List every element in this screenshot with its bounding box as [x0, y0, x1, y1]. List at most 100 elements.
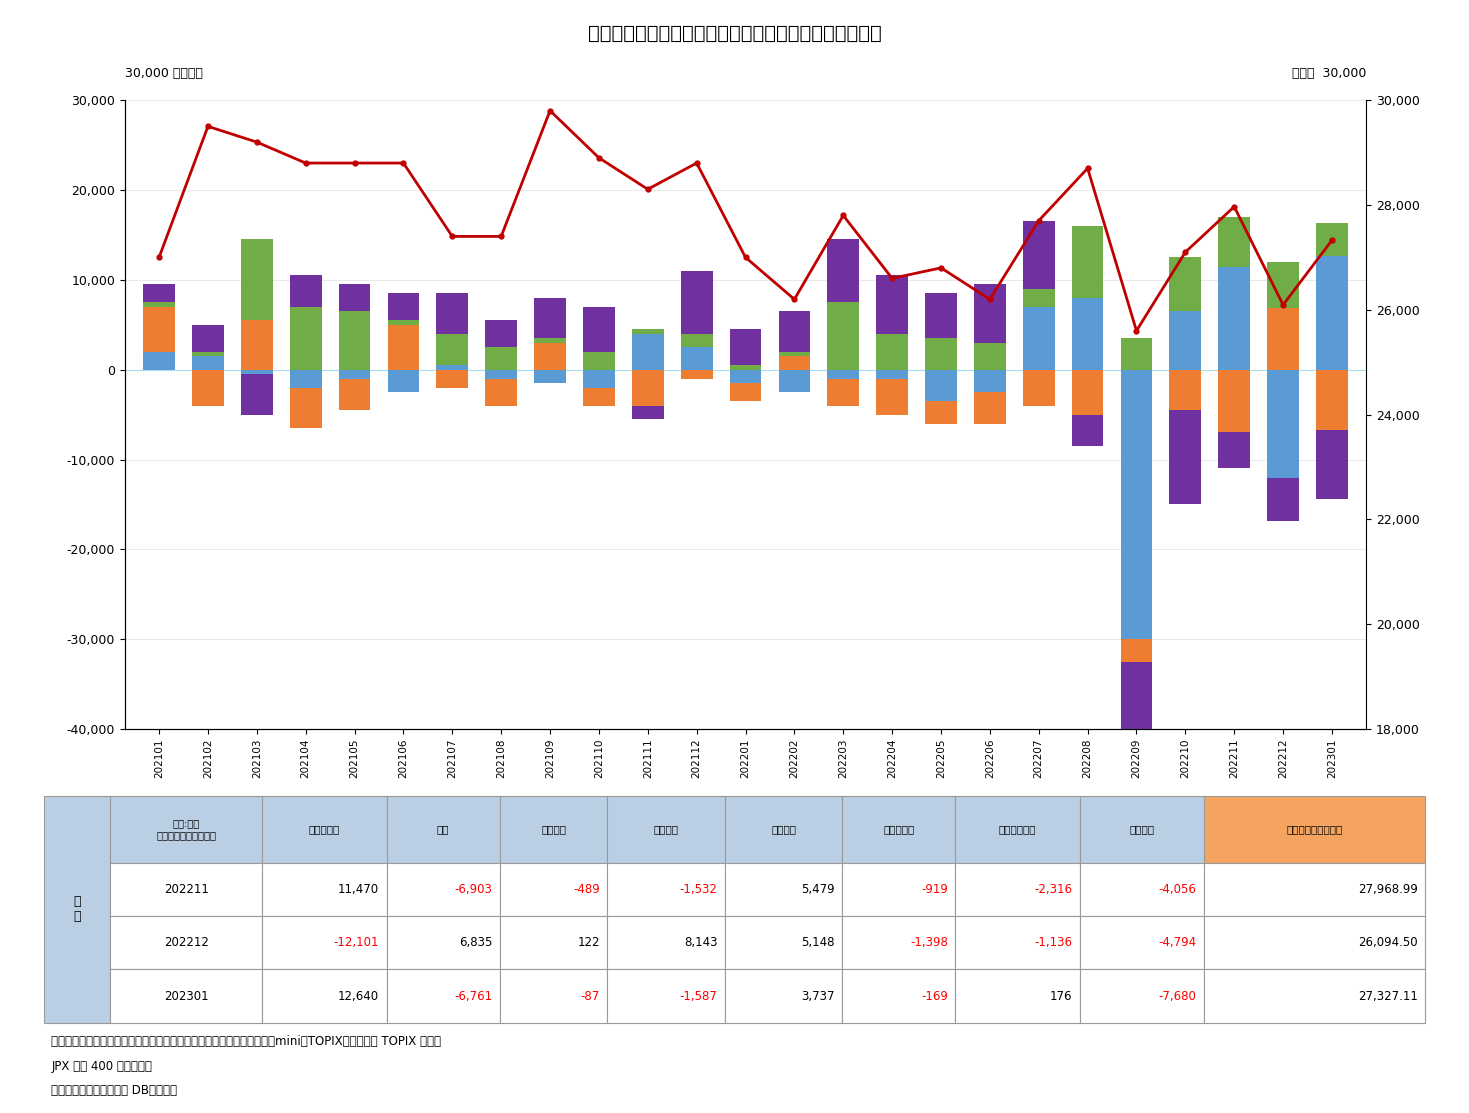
Text: 信託銀行: 信託銀行 — [1130, 825, 1155, 834]
Text: -2,316: -2,316 — [1034, 883, 1072, 896]
Bar — [632, 329, 664, 334]
Bar — [632, 334, 664, 370]
Bar — [339, 378, 370, 410]
Text: 27,327.11: 27,327.11 — [1357, 989, 1418, 1003]
Bar — [974, 392, 1006, 424]
Bar — [1121, 338, 1152, 370]
Text: （注）現物は東証・名証の二市場、先物は日経２２５先物、日経２２５mini、TOPIX先物、ミニ TOPIX 先物、: （注）現物は東証・名証の二市場、先物は日経２２５先物、日経２２５mini、TOP… — [51, 1035, 441, 1048]
Text: 証券会社: 証券会社 — [541, 825, 566, 834]
Bar — [730, 365, 761, 370]
Bar — [1072, 298, 1103, 370]
Text: 202211: 202211 — [165, 883, 209, 896]
Text: 8,143: 8,143 — [685, 936, 717, 949]
Text: 事業法人: 事業法人 — [771, 825, 796, 834]
Bar — [925, 401, 956, 424]
Bar — [142, 284, 175, 303]
Bar — [1316, 431, 1349, 500]
Text: （資料）ニッセイ基礎研 DBから作成: （資料）ニッセイ基礎研 DBから作成 — [51, 1084, 178, 1097]
Bar — [1022, 221, 1055, 289]
Text: 個人: 個人 — [436, 825, 450, 834]
Bar — [388, 370, 419, 392]
Bar — [974, 343, 1006, 370]
Bar — [925, 338, 956, 370]
Text: -7,680: -7,680 — [1159, 989, 1197, 1003]
Text: 投賄信託: 投賄信託 — [654, 825, 679, 834]
Bar — [1169, 257, 1202, 312]
Bar — [779, 352, 811, 356]
Text: 5,479: 5,479 — [801, 883, 834, 896]
Bar — [289, 275, 322, 307]
Bar — [680, 347, 712, 370]
Bar — [827, 239, 859, 303]
Text: 3,737: 3,737 — [802, 989, 834, 1003]
Text: 5,148: 5,148 — [802, 936, 834, 949]
Text: 202212: 202212 — [165, 936, 209, 949]
Bar — [339, 312, 370, 370]
Bar — [192, 370, 223, 405]
Bar — [142, 303, 175, 307]
Bar — [192, 356, 223, 370]
Bar — [142, 307, 175, 352]
Bar — [1268, 262, 1299, 308]
Bar — [876, 378, 908, 415]
Bar — [1022, 370, 1055, 405]
Bar — [925, 294, 956, 338]
Bar — [827, 303, 859, 370]
Bar — [535, 338, 566, 343]
Bar — [583, 352, 616, 370]
Bar — [388, 294, 419, 321]
Bar — [583, 387, 616, 405]
Bar — [1316, 256, 1349, 370]
Bar — [142, 352, 175, 370]
Bar — [1121, 661, 1152, 778]
Text: -12,101: -12,101 — [333, 936, 379, 949]
Text: -169: -169 — [921, 989, 948, 1003]
Bar — [1169, 410, 1202, 504]
Bar — [436, 370, 469, 387]
Bar — [1268, 308, 1299, 370]
Bar — [1218, 370, 1250, 432]
Bar — [974, 370, 1006, 392]
Bar — [1072, 370, 1103, 415]
Text: 生保・損保: 生保・損保 — [883, 825, 914, 834]
Bar — [779, 370, 811, 392]
Text: -4,794: -4,794 — [1159, 936, 1197, 949]
Bar — [192, 325, 223, 352]
Bar — [436, 365, 469, 370]
Bar — [339, 284, 370, 312]
Bar — [925, 370, 956, 401]
Bar — [779, 356, 811, 370]
Bar — [876, 334, 908, 370]
Text: 176: 176 — [1050, 989, 1072, 1003]
Bar — [1218, 217, 1250, 267]
Text: 月
次: 月 次 — [73, 895, 81, 924]
Text: -919: -919 — [921, 883, 948, 896]
Bar — [583, 307, 616, 352]
Bar — [876, 370, 908, 378]
Bar — [1169, 370, 1202, 410]
Bar — [289, 370, 322, 387]
Text: -489: -489 — [573, 883, 601, 896]
Bar — [1218, 432, 1250, 469]
Bar — [1268, 370, 1299, 479]
Bar — [1121, 639, 1152, 661]
Bar — [388, 321, 419, 325]
Bar — [1121, 370, 1152, 639]
Bar — [1316, 370, 1349, 431]
Text: 都銀・地銀等: 都銀・地銀等 — [999, 825, 1036, 834]
Text: 122: 122 — [577, 936, 601, 949]
Bar — [388, 325, 419, 370]
Bar — [1072, 415, 1103, 446]
Text: 図表１　主な投資部門別売買動向と日経平均株価の推移: 図表１ 主な投資部門別売買動向と日経平均株価の推移 — [588, 24, 881, 43]
Bar — [339, 370, 370, 378]
Bar — [680, 370, 712, 378]
Bar — [485, 321, 517, 347]
Bar — [1218, 267, 1250, 370]
Bar — [680, 334, 712, 347]
Bar — [289, 307, 322, 370]
Bar — [535, 343, 566, 370]
Bar — [192, 352, 223, 356]
Bar — [876, 275, 908, 334]
Bar — [730, 383, 761, 401]
Bar — [289, 387, 322, 429]
